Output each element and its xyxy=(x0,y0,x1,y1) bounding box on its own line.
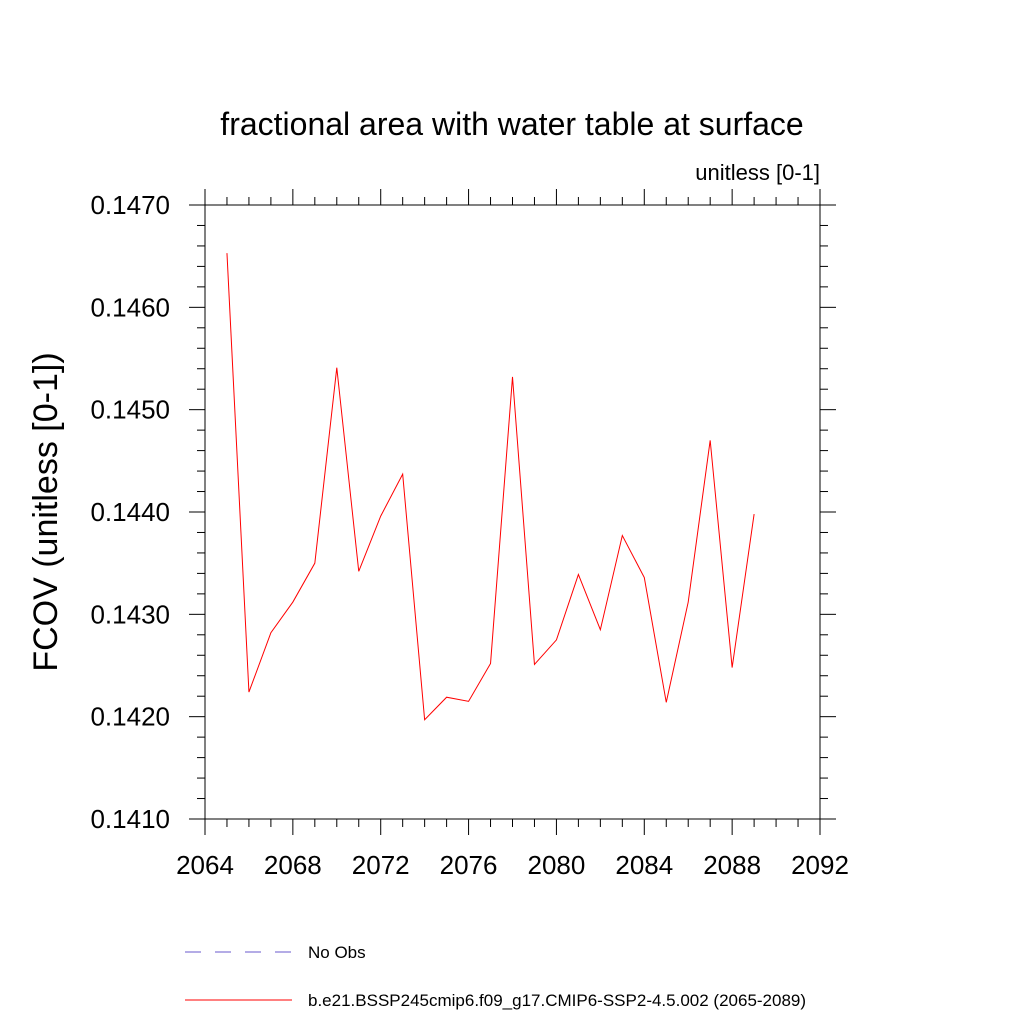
x-tick-label: 2080 xyxy=(528,850,586,880)
y-tick-label: 0.1470 xyxy=(90,190,170,220)
x-tick-label: 2092 xyxy=(791,850,849,880)
x-tick-labels: 2064 2068 2072 2076 2080 2084 2088 2092 xyxy=(176,850,849,880)
major-ticks xyxy=(189,189,836,835)
legend-label: No Obs xyxy=(308,943,366,962)
chart-title: fractional area with water table at surf… xyxy=(220,106,803,142)
y-tick-label: 0.1430 xyxy=(90,599,170,629)
x-tick-label: 2064 xyxy=(176,850,234,880)
y-tick-label: 0.1410 xyxy=(90,804,170,834)
plot-frame xyxy=(204,204,821,820)
legend: No Obs b.e21.BSSP245cmip6.f09_g17.CMIP6-S… xyxy=(185,943,806,1010)
minor-ticks xyxy=(197,197,828,827)
y-tick-label: 0.1460 xyxy=(90,292,170,322)
x-tick-label: 2072 xyxy=(352,850,410,880)
y-tick-label: 0.1450 xyxy=(90,395,170,425)
x-tick-label: 2088 xyxy=(703,850,761,880)
x-tick-label: 2076 xyxy=(440,850,498,880)
legend-label: b.e21.BSSP245cmip6.f09_g17.CMIP6-SSP2-4.… xyxy=(308,991,806,1010)
series-layer xyxy=(226,253,755,721)
plot-border xyxy=(204,204,821,820)
y-tick-labels: 0.1410 0.1420 0.1430 0.1440 0.1450 0.1460 0.14… xyxy=(90,190,170,834)
chart-subtitle: unitless [0-1] xyxy=(695,160,820,185)
y-tick-label: 0.1420 xyxy=(90,702,170,732)
y-axis-label: FCOV (unitless [0-1]) xyxy=(27,352,65,671)
x-tick-label: 2068 xyxy=(264,850,322,880)
series-line xyxy=(226,253,755,721)
y-tick-label: 0.1440 xyxy=(90,497,170,527)
x-tick-label: 2084 xyxy=(615,850,673,880)
